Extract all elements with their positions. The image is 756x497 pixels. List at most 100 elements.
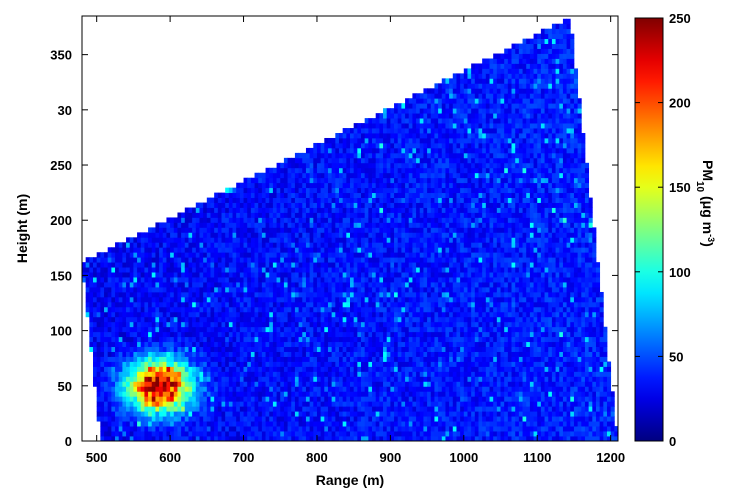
heatmap-cell xyxy=(383,316,388,323)
heatmap-cell xyxy=(416,381,421,387)
heatmap-cell xyxy=(276,316,281,323)
heatmap-cell xyxy=(412,336,417,343)
heatmap-cell xyxy=(93,287,98,293)
heatmap-cell xyxy=(386,272,391,278)
heatmap-cell xyxy=(162,341,167,348)
heatmap-cell xyxy=(298,301,303,308)
heatmap-cell xyxy=(265,411,270,417)
heatmap-cell xyxy=(129,336,134,343)
heatmap-cell xyxy=(412,118,417,124)
heatmap-cell xyxy=(361,396,366,402)
heatmap-cell xyxy=(115,346,120,352)
heatmap-cell xyxy=(166,296,171,303)
heatmap-cell xyxy=(126,401,131,407)
heatmap-cell xyxy=(394,391,399,397)
heatmap-cell xyxy=(390,113,395,119)
heatmap-cell xyxy=(423,436,428,442)
heatmap-cell xyxy=(148,282,153,288)
heatmap-cell xyxy=(294,207,299,213)
heatmap-cell xyxy=(170,252,175,258)
heatmap-cell xyxy=(272,237,277,243)
heatmap-cell xyxy=(405,182,410,189)
heatmap-cell xyxy=(170,287,175,293)
heatmap-cell xyxy=(327,152,333,159)
heatmap-cell xyxy=(383,391,388,397)
heatmap-cell xyxy=(210,381,215,387)
heatmap-cell xyxy=(364,177,369,184)
heatmap-cell xyxy=(115,247,120,253)
heatmap-cell xyxy=(320,242,325,248)
heatmap-cell xyxy=(353,257,358,263)
heatmap-cell xyxy=(298,311,303,318)
heatmap-cell xyxy=(335,436,340,442)
heatmap-cell xyxy=(419,142,424,149)
heatmap-cell xyxy=(302,182,307,189)
heatmap-cell xyxy=(206,287,211,293)
heatmap-cell xyxy=(305,162,311,169)
heatmap-cell xyxy=(357,262,362,268)
heatmap-cell xyxy=(280,431,285,437)
heatmap-cell xyxy=(188,321,193,328)
heatmap-cell xyxy=(228,401,233,407)
heatmap-cell xyxy=(203,346,208,352)
heatmap-cell xyxy=(346,301,351,308)
heatmap-cell xyxy=(192,421,197,427)
heatmap-cell xyxy=(383,192,388,198)
heatmap-cell xyxy=(228,291,233,298)
heatmap-cell xyxy=(195,217,200,223)
heatmap-cell xyxy=(302,346,307,352)
heatmap-cell xyxy=(309,371,314,377)
heatmap-cell xyxy=(258,182,263,189)
heatmap-cell xyxy=(346,386,351,392)
heatmap-cell xyxy=(379,172,384,179)
heatmap-cell xyxy=(89,316,94,323)
heatmap-cell xyxy=(419,157,424,164)
heatmap-cell xyxy=(280,306,285,313)
heatmap-cell xyxy=(383,291,388,298)
heatmap-cell xyxy=(350,301,355,308)
heatmap-cell xyxy=(346,247,351,253)
heatmap-cell xyxy=(243,316,248,323)
heatmap-cell xyxy=(140,277,145,283)
heatmap-cell xyxy=(214,361,219,367)
heatmap-cell xyxy=(316,306,322,313)
heatmap-cell xyxy=(199,336,204,343)
heatmap-cell xyxy=(170,272,175,278)
heatmap-cell xyxy=(375,202,380,208)
heatmap-cell xyxy=(159,376,164,382)
heatmap-cell xyxy=(412,291,417,298)
heatmap-cell xyxy=(320,257,325,263)
heatmap-cell xyxy=(272,172,277,179)
heatmap-cell xyxy=(239,361,244,367)
heatmap-cell xyxy=(188,336,193,343)
heatmap-cell xyxy=(239,197,244,203)
heatmap-cell xyxy=(258,376,263,382)
heatmap-cell xyxy=(327,416,333,422)
heatmap-cell xyxy=(173,411,178,417)
heatmap-cell xyxy=(361,351,366,357)
heatmap-cell xyxy=(309,431,314,437)
heatmap-cell xyxy=(372,177,377,184)
heatmap-cell xyxy=(232,222,237,228)
heatmap-cell xyxy=(104,296,109,303)
heatmap-cell xyxy=(313,291,318,298)
heatmap-cell xyxy=(236,306,241,313)
heatmap-cell xyxy=(416,152,421,159)
heatmap-cell xyxy=(221,212,226,218)
heatmap-cell xyxy=(280,217,285,223)
heatmap-cell xyxy=(236,391,241,397)
heatmap-cell xyxy=(254,222,259,228)
heatmap-cell xyxy=(324,361,329,367)
heatmap-cell xyxy=(225,356,230,362)
heatmap-cell xyxy=(140,401,145,407)
heatmap-cell xyxy=(335,252,340,258)
heatmap-cell xyxy=(294,182,299,189)
heatmap-cell xyxy=(269,202,274,208)
heatmap-cell xyxy=(192,262,197,268)
heatmap-cell xyxy=(309,291,314,298)
heatmap-cell xyxy=(96,287,101,293)
heatmap-cell xyxy=(364,296,369,303)
heatmap-cell xyxy=(372,351,377,357)
heatmap-cell xyxy=(294,326,299,333)
heatmap-cell xyxy=(111,361,116,367)
